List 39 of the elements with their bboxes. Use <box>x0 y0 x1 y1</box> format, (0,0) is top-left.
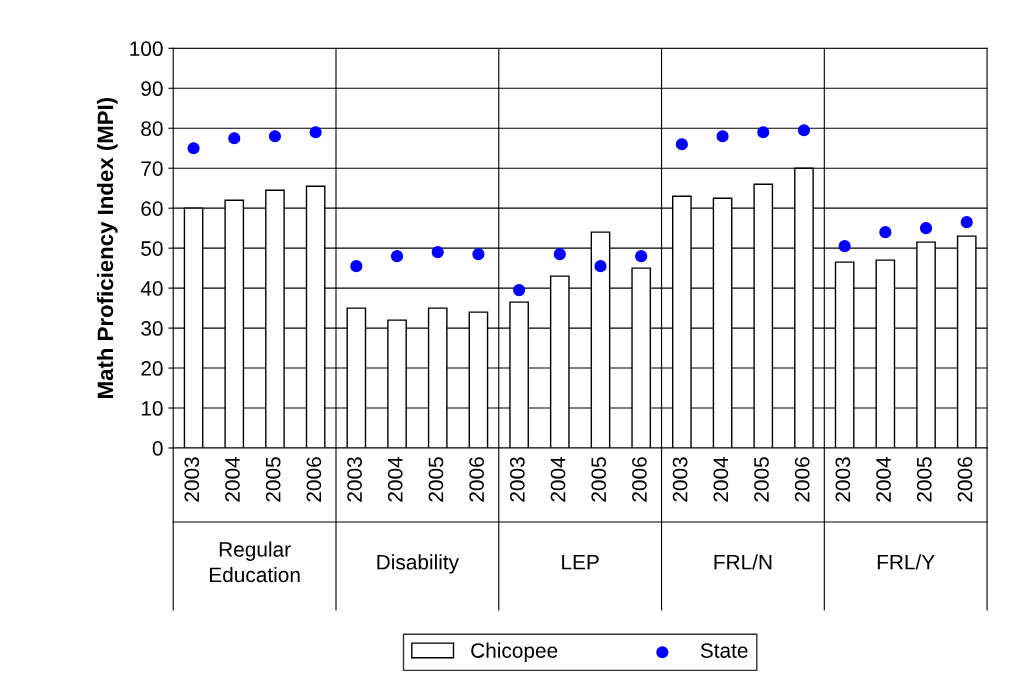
x-tick-label: 2004 <box>387 456 403 502</box>
y-tick-label: 90 <box>141 81 163 97</box>
x-tick-label: 2005 <box>754 457 769 502</box>
legend-label: State <box>700 643 748 658</box>
x-tick-label: 2006 <box>632 457 647 502</box>
x-tick-label: 2004 <box>550 456 566 502</box>
y-tick-label: 30 <box>141 321 163 336</box>
text: LEP <box>562 554 599 570</box>
x-tick-label: 2004 <box>876 456 891 502</box>
x-tick-label: 2003 <box>835 457 851 502</box>
y-tick-label: 20 <box>141 361 163 376</box>
x-tick-label: 2005 <box>591 457 607 502</box>
x-tick-label: 2005 <box>916 457 932 502</box>
y-tick-label: 10 <box>141 401 163 416</box>
x-tick-label: 2005 <box>428 457 444 502</box>
y-tick-label: 0 <box>152 441 163 456</box>
x-tick-label: 2003 <box>672 457 688 502</box>
x-tick-label: 2005 <box>265 457 281 502</box>
text: Disability <box>377 554 460 574</box>
x-tick-label: 2006 <box>794 457 810 502</box>
x-tick-label: 2003 <box>184 457 200 502</box>
y-tick-label: 60 <box>141 201 163 216</box>
y-axis-title: Math Proficiency Index (MPI) <box>96 97 118 398</box>
text: FRL/N <box>714 554 772 570</box>
x-tick-label: 2003 <box>347 457 362 502</box>
x-tick-label: 2003 <box>509 457 525 502</box>
text: Regular Education <box>209 541 300 583</box>
x-tick-label: 2006 <box>957 457 973 502</box>
x-tick-label: 2006 <box>306 457 322 502</box>
y-tick-label: 100 <box>130 41 163 57</box>
y-tick-label: 50 <box>141 241 163 256</box>
x-tick-label: 2006 <box>469 457 485 502</box>
x-tick-label: 2004 <box>225 456 240 502</box>
text: FRL/Y <box>877 554 935 570</box>
legend-label: Chicopee <box>471 642 558 663</box>
y-tick-label: 40 <box>140 281 163 296</box>
x-tick-label: 2004 <box>713 456 729 502</box>
y-tick-label: 80 <box>141 121 163 136</box>
y-tick-label: 70 <box>141 161 163 176</box>
